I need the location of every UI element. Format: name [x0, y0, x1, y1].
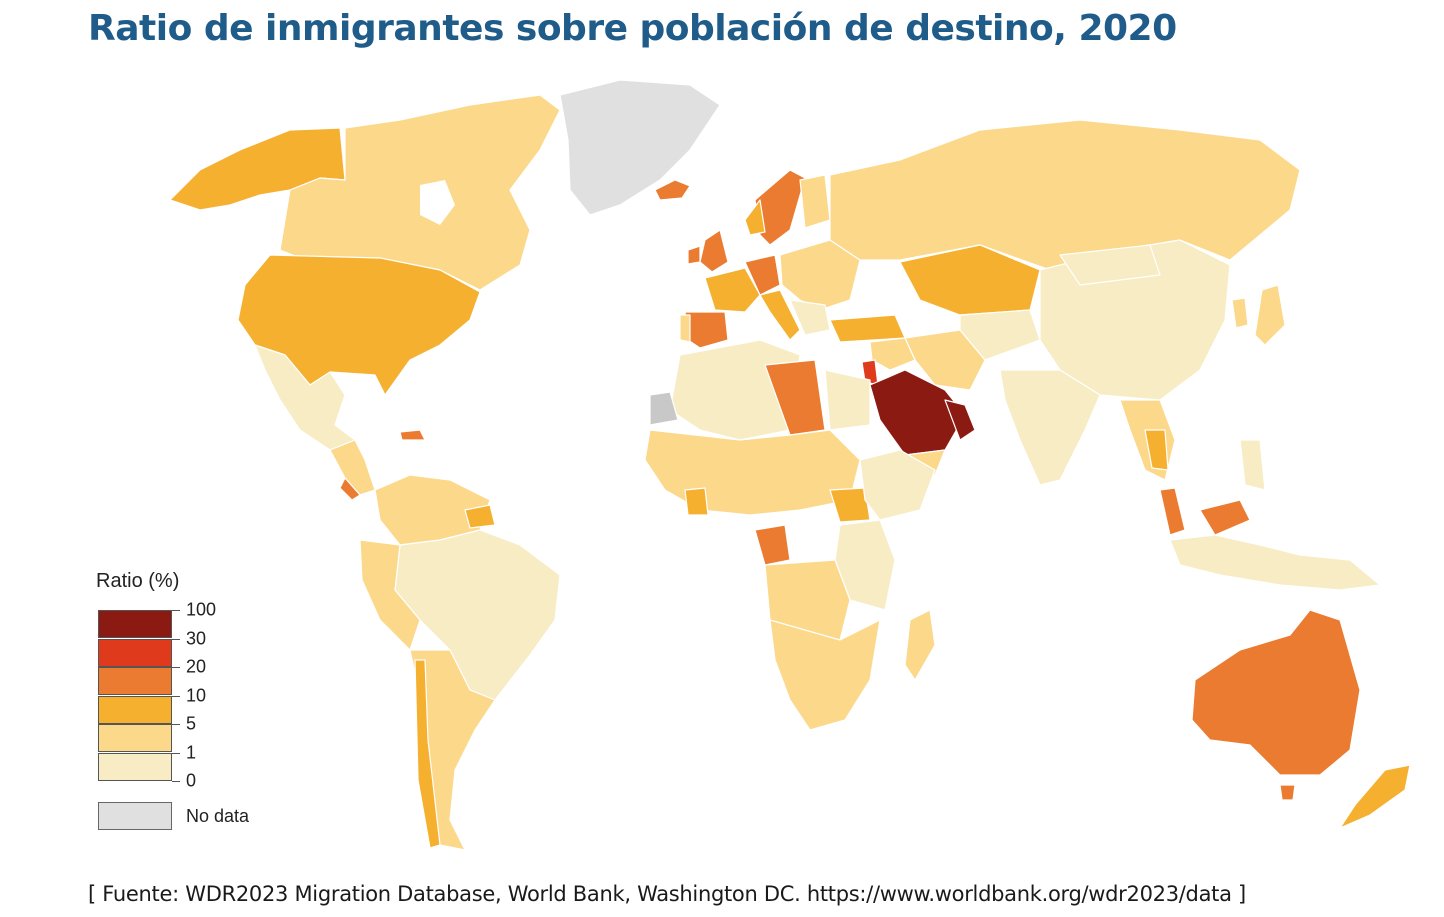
legend-tick	[172, 638, 180, 640]
region-caribbean	[399, 429, 426, 441]
legend-tick	[172, 781, 180, 782]
region-malaysia	[1159, 487, 1186, 536]
region-turkey	[829, 314, 906, 343]
legend-tick-label: 20	[186, 656, 207, 677]
region-mexico	[254, 344, 356, 451]
legend-swatch	[98, 724, 172, 752]
region-costa-rica	[339, 477, 361, 501]
region-philippines	[1239, 439, 1266, 491]
legend-tick	[172, 667, 180, 668]
region-tasmania	[1279, 784, 1296, 801]
region-arabian-peninsula	[869, 369, 966, 456]
region-central-asia	[959, 309, 1041, 361]
world-choropleth-map	[169, 79, 1411, 851]
region-norway	[744, 199, 766, 236]
legend-tick-label: 10	[186, 685, 207, 705]
region-chile	[414, 659, 441, 849]
source-note: [ Fuente: WDR2023 Migration Database, Wo…	[88, 882, 1246, 906]
region-southern-africa	[769, 619, 881, 731]
legend-tick-label: 5	[186, 713, 197, 734]
region-finland	[799, 174, 831, 229]
region-france	[704, 267, 761, 313]
region-uk	[699, 229, 729, 273]
region-iceland	[654, 179, 691, 201]
region-usa	[237, 254, 481, 396]
region-spain	[684, 311, 729, 349]
region-indonesia	[1169, 534, 1381, 591]
region-india	[999, 369, 1101, 486]
legend-tick	[172, 724, 180, 725]
legend-tick-label: 30	[186, 628, 207, 648]
region-gabon-congo	[754, 524, 791, 566]
legend-swatch	[98, 638, 172, 667]
region-egypt	[824, 369, 871, 431]
region-guianas	[464, 504, 496, 529]
region-gulf-states	[944, 399, 976, 441]
map-title: Ratio de inmigrantes sobre población de …	[88, 8, 1177, 49]
legend-tick-label: 0	[186, 770, 197, 791]
region-russia	[829, 119, 1301, 271]
legend-swatch	[98, 695, 172, 724]
region-thailand	[1144, 429, 1169, 471]
region-korea	[1231, 297, 1249, 329]
region-south-sudan	[829, 487, 871, 523]
region-balkans	[789, 299, 831, 336]
region-portugal	[679, 314, 691, 343]
map-legend: Ratio (%) 100 30 20 10 5 1 0 No data	[96, 570, 316, 840]
legend-tick	[172, 695, 180, 697]
region-west-africa	[644, 429, 861, 516]
region-libya	[764, 359, 826, 436]
legend-tick	[172, 610, 180, 611]
legend-no-data-label: No data	[186, 806, 250, 826]
region-scandinavia	[754, 169, 806, 246]
legend-tick-label: 1	[186, 742, 197, 762]
region-middle-east	[869, 337, 916, 371]
region-japan	[1254, 284, 1286, 346]
legend-swatch	[98, 610, 172, 638]
region-germany	[744, 254, 781, 296]
region-borneo	[1199, 499, 1251, 536]
region-mongolia	[1059, 244, 1161, 286]
legend-title: Ratio (%)	[96, 570, 180, 592]
region-horn-africa	[859, 449, 936, 521]
region-ireland	[687, 245, 701, 265]
legend-no-data-swatch	[98, 802, 172, 830]
region-australia	[1191, 609, 1361, 776]
region-western-sahara	[649, 391, 679, 426]
region-greenland	[559, 79, 721, 216]
legend-tick	[172, 752, 180, 754]
region-madagascar	[904, 609, 936, 681]
legend-swatch	[98, 667, 172, 695]
region-ivory-coast	[684, 487, 709, 516]
region-peru	[359, 539, 421, 651]
legend-swatch	[98, 752, 172, 781]
legend-tick-label: 100	[186, 599, 217, 620]
region-new-zealand	[1339, 764, 1411, 829]
region-italy	[759, 289, 801, 341]
